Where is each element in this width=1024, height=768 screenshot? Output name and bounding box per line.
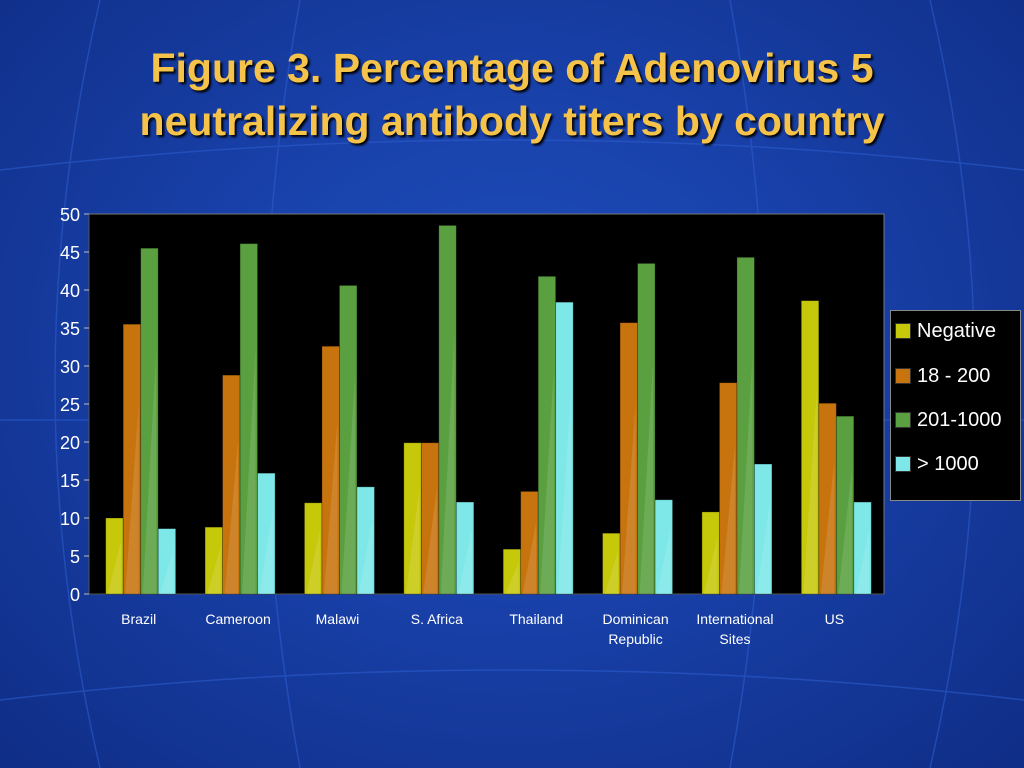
y-tick-label: 0 [70, 585, 80, 605]
x-tick-label: Dominican [602, 611, 668, 627]
y-tick-label: 40 [60, 281, 80, 301]
x-tick-label: S. Africa [411, 611, 463, 627]
x-tick-label: Brazil [121, 611, 156, 627]
x-tick-label: Malawi [316, 611, 360, 627]
bar [339, 285, 358, 595]
bar-sheen [207, 547, 221, 594]
y-tick-label: 10 [60, 509, 80, 529]
bar [754, 463, 773, 595]
bar [140, 247, 159, 595]
bar [257, 472, 276, 595]
bar-sheen [522, 522, 537, 594]
bar [853, 501, 872, 595]
bar-sheen [803, 388, 817, 594]
legend-label: 18 - 200 [917, 364, 991, 387]
y-tick-label: 20 [60, 433, 80, 453]
bar-sheen [639, 362, 654, 594]
y-tick-label: 25 [60, 395, 80, 415]
legend-swatch-201-1000 [895, 412, 911, 428]
bar [157, 528, 177, 595]
bar [239, 243, 258, 595]
bar-sheen [604, 551, 619, 594]
bar-sheen [657, 528, 671, 594]
legend-item-18-200: 18 - 200 [895, 364, 990, 388]
bar-sheen [259, 509, 274, 594]
y-ticks: 0 5 10 15 20 25 30 35 40 45 50 [60, 205, 89, 605]
bar [654, 499, 673, 595]
legend-label: Negative [917, 319, 996, 342]
bar-sheen [738, 358, 753, 594]
bar-sheen [756, 503, 770, 594]
bar-sheen [622, 404, 636, 594]
bar-sheen [142, 351, 157, 594]
bar [438, 224, 457, 595]
bar [455, 501, 475, 595]
bar [637, 262, 656, 595]
bar-sheen [107, 540, 122, 594]
bar-sheen [341, 378, 355, 594]
legend-swatch-18-200 [895, 368, 911, 384]
y-tick-label: 5 [70, 547, 80, 567]
x-tick-label: Sites [719, 631, 750, 647]
bar-sheen [458, 529, 472, 594]
x-tick-label: Republic [608, 631, 662, 647]
bar-sheen [820, 460, 835, 594]
legend-swatch-negative [895, 323, 911, 339]
bar-sheen [721, 446, 735, 594]
bar-sheen [160, 548, 174, 594]
y-tick-label: 50 [60, 205, 80, 225]
bar-sheen [125, 405, 139, 594]
bar-sheen [242, 348, 256, 594]
legend: Negative 18 - 200 201-1000 > 1000 [890, 310, 1021, 501]
bar-sheen [323, 420, 338, 594]
bar-sheen [224, 440, 239, 594]
y-tick-label: 35 [60, 319, 80, 339]
slide-title-line-1: Figure 3. Percentage of Adenovirus 5 [150, 45, 874, 91]
bar-sheen [440, 335, 455, 594]
x-tick-label: Thailand [509, 611, 563, 627]
y-tick-label: 45 [60, 243, 80, 263]
legend-item-negative: Negative [895, 319, 996, 343]
x-tick-label: US [825, 611, 844, 627]
bar-sheen [855, 529, 870, 594]
x-tick-label: International [696, 611, 773, 627]
slide-title-line-2: neutralizing antibody titers by country [139, 98, 885, 144]
bar-sheen [557, 389, 572, 594]
legend-swatch-over-1000 [895, 456, 911, 472]
x-tick-label: Cameroon [205, 611, 270, 627]
bar-sheen [358, 518, 373, 594]
bar-sheen [540, 371, 554, 594]
bar-sheen [423, 488, 437, 594]
y-tick-label: 30 [60, 357, 80, 377]
bar [555, 301, 574, 595]
bar-sheen [703, 536, 718, 594]
bars [105, 224, 872, 595]
legend-label: > 1000 [917, 452, 979, 475]
legend-label: 201-1000 [917, 408, 1002, 431]
y-tick-label: 15 [60, 471, 80, 491]
bar-sheen [505, 562, 519, 594]
bar-sheen [405, 488, 420, 594]
bar [356, 486, 375, 595]
legend-item-201-1000: 201-1000 [895, 408, 1002, 432]
legend-item-over-1000: > 1000 [895, 452, 979, 476]
bar-sheen [306, 530, 320, 594]
bar [736, 256, 755, 595]
bar-sheen [838, 469, 852, 594]
x-tick-labels: Brazil Cameroon Malawi S. Africa Thailand Dom… [121, 611, 844, 647]
slide-title: Figure 3. Percentage of Adenovirus 5 neu… [0, 42, 1024, 148]
